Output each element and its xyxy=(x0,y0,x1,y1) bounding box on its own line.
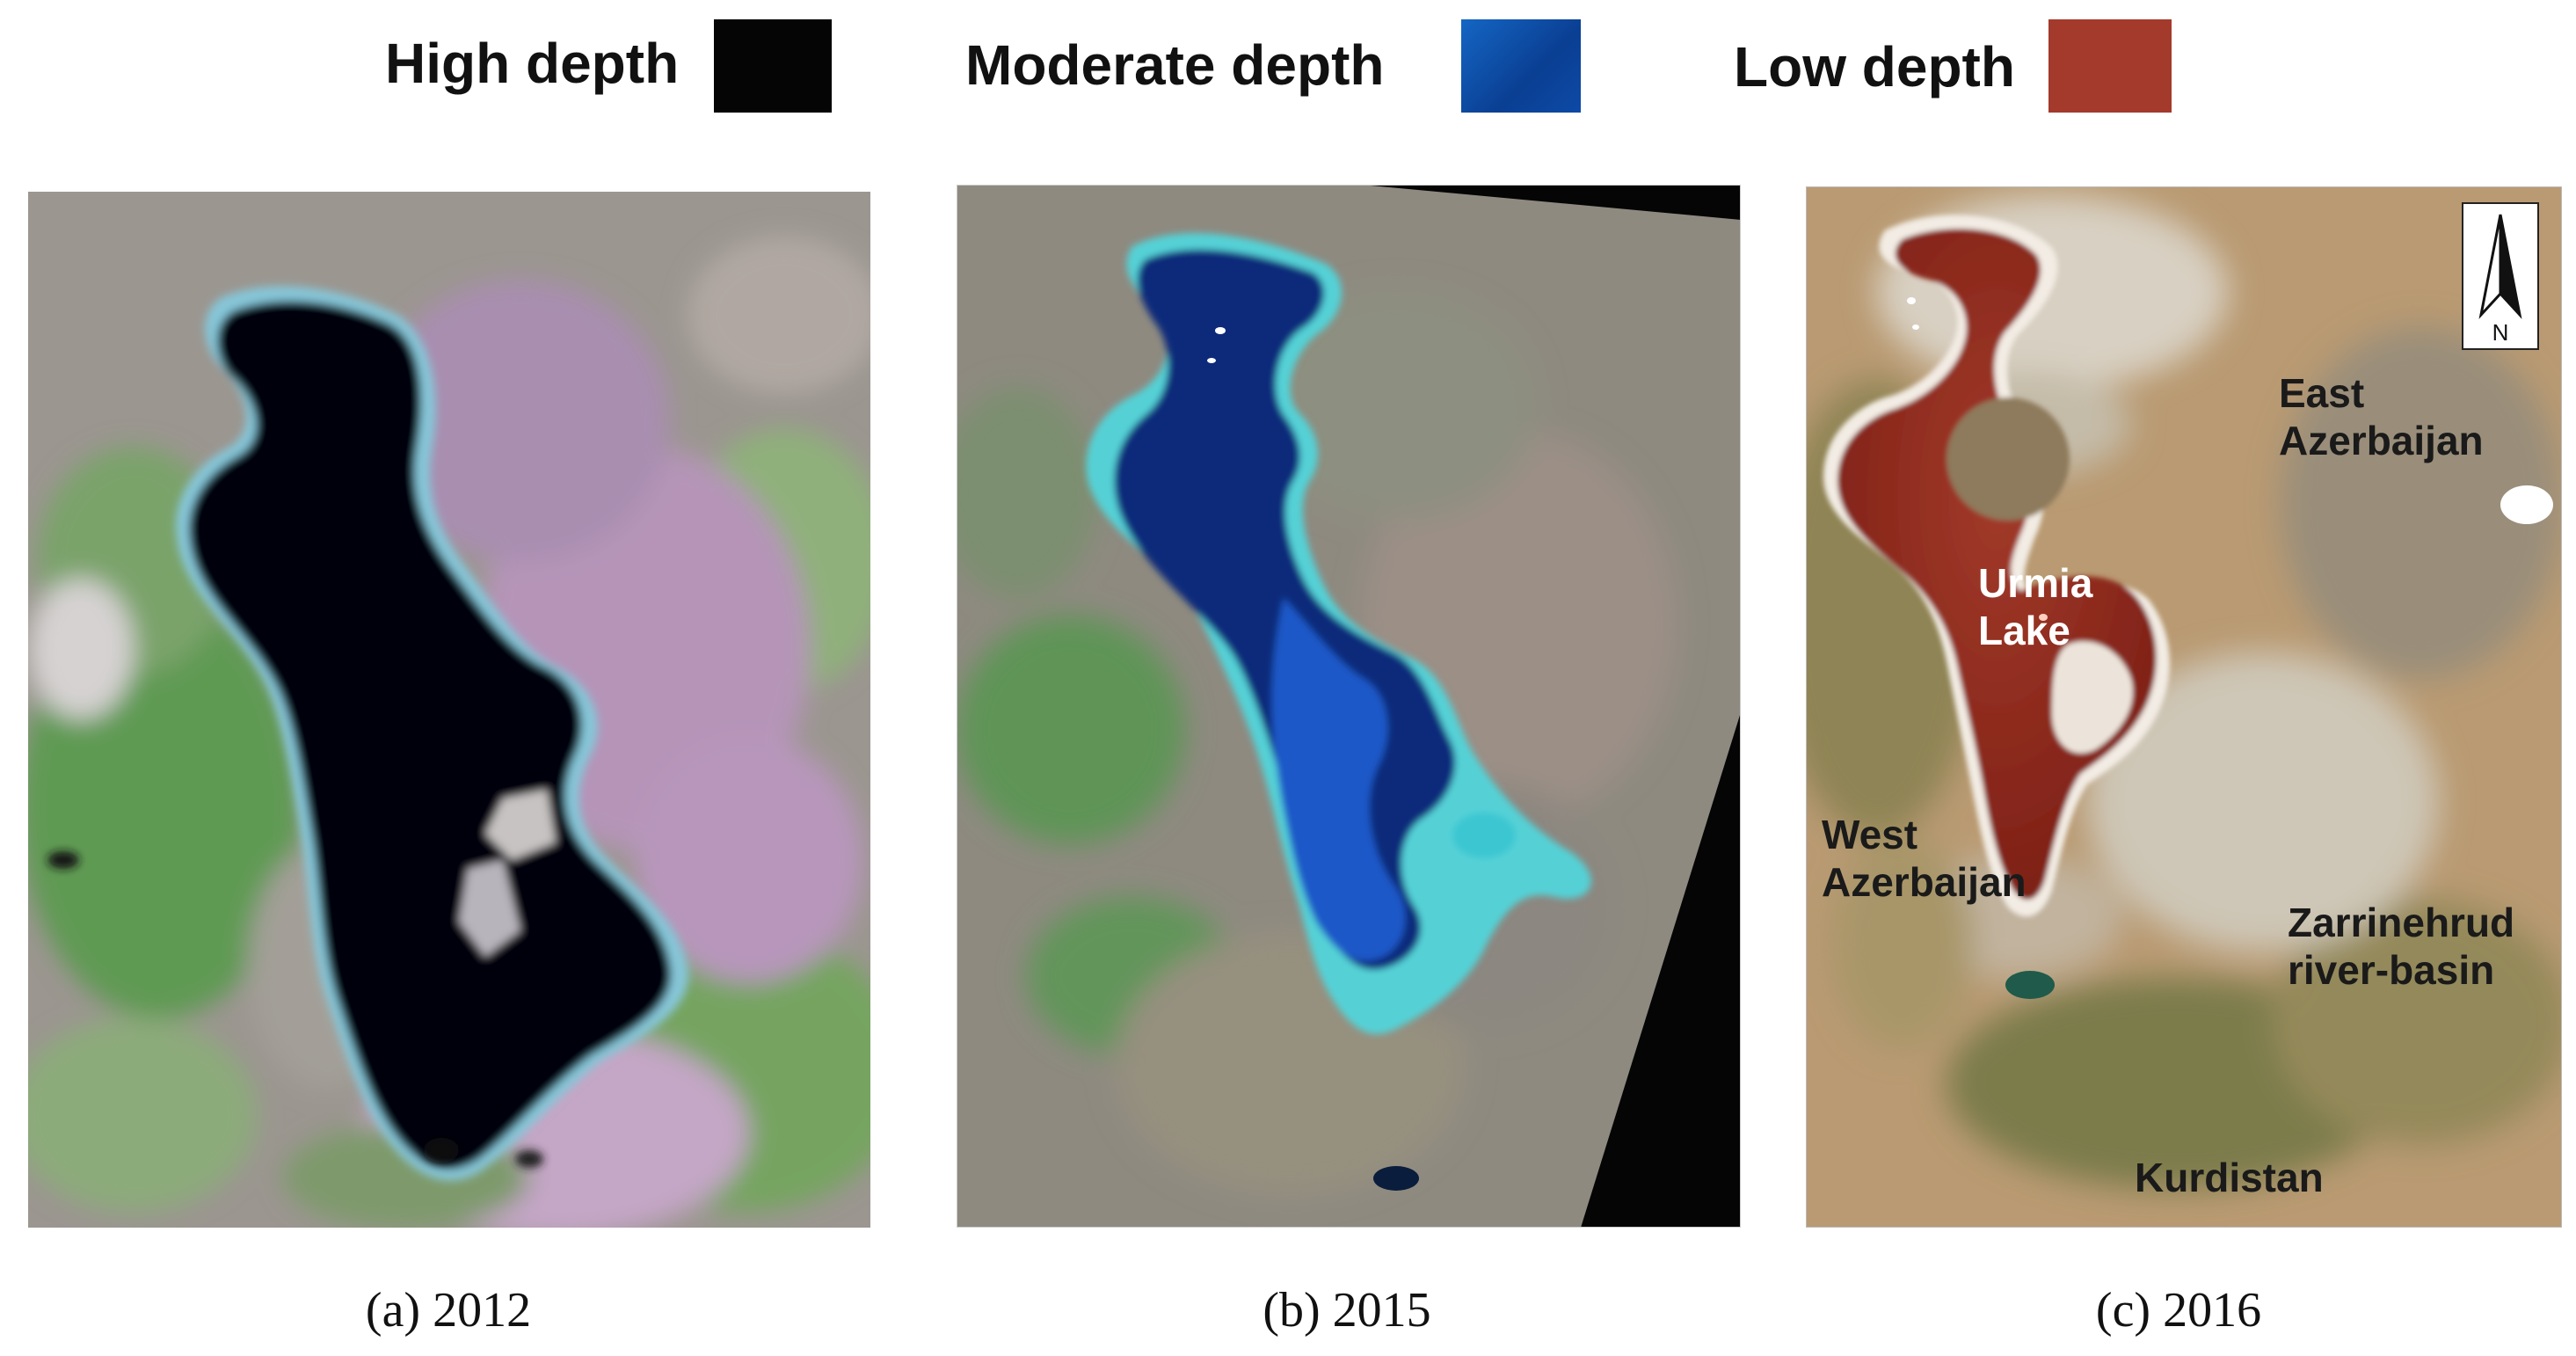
legend-label-high-depth: High depth xyxy=(385,32,680,95)
label-lake-line1: Urmia xyxy=(1978,560,2093,606)
caption-2015: (b) 2015 xyxy=(1263,1283,1431,1338)
satellite-image-2015 xyxy=(957,185,1741,1228)
legend-swatch-low-depth xyxy=(2048,19,2172,113)
legend-label-low-depth: Low depth xyxy=(1734,35,2015,98)
label-east-line2: Azerbaijan xyxy=(2279,418,2484,464)
label-zarrinehrud-river-basin: Zarrinehrud river-basin xyxy=(2288,899,2514,995)
label-zarr-line1: Zarrinehrud xyxy=(2288,900,2515,945)
north-label: N xyxy=(2492,319,2509,346)
map-panel-2016: N East Azerbaijan Urmia Lake West Azerba… xyxy=(1806,186,2562,1228)
label-lake-line2: Lake xyxy=(1978,608,2070,654)
label-west-line2: Azerbaijan xyxy=(1822,859,2027,906)
legend-swatch-moderate-depth xyxy=(1461,19,1581,113)
satellite-image-2012 xyxy=(28,192,870,1228)
caption-2012: (a) 2012 xyxy=(365,1283,532,1338)
caption-2016: (c) 2016 xyxy=(2095,1283,2262,1338)
compass-arrow-icon xyxy=(2478,214,2522,319)
label-urmia-lake: Urmia Lake xyxy=(1978,559,2092,655)
label-east-line1: East xyxy=(2279,370,2365,416)
label-east-azerbaijan: East Azerbaijan xyxy=(2279,369,2484,465)
legend-swatch-high-depth xyxy=(714,19,832,113)
label-zarr-line2: river-basin xyxy=(2288,947,2495,994)
legend-label-moderate-depth: Moderate depth xyxy=(965,33,1385,97)
label-kurdistan: Kurdistan xyxy=(2135,1155,2324,1200)
north-arrow-icon: N xyxy=(2462,202,2539,350)
satellite-image-2016 xyxy=(1806,186,2562,1228)
label-west-azerbaijan: West Azerbaijan xyxy=(1822,811,2027,907)
map-panel-2012 xyxy=(28,192,870,1228)
map-panel-2015 xyxy=(957,185,1741,1228)
label-west-line1: West xyxy=(1822,812,1918,857)
